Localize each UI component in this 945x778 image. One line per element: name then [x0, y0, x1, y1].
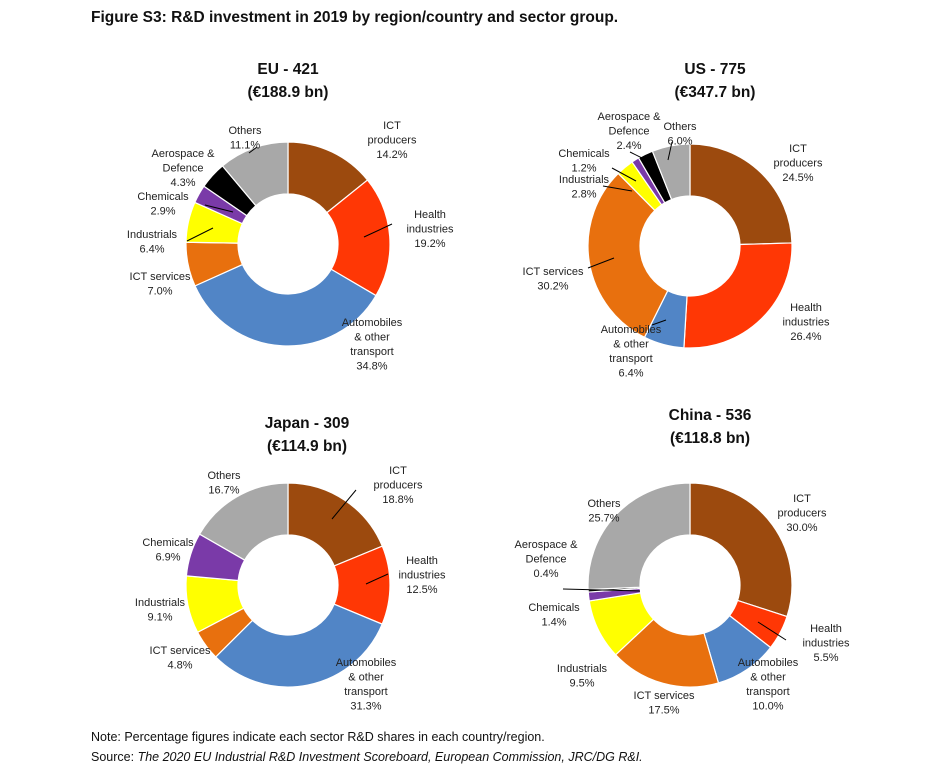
data-label-health-industries: Health industries 19.2% [406, 209, 454, 250]
leader-line [757, 621, 787, 641]
data-label-others: Others 11.1% [228, 125, 262, 152]
data-label-industrials: Industrials 6.4% [127, 229, 178, 256]
leader-line [629, 151, 647, 161]
data-label-industrials: Industrials 9.1% [135, 597, 186, 624]
leader-line [204, 204, 234, 213]
pie-chart-1: EU - 421 (€188.9 bn) ICT producers 14.2% Heal… [127, 61, 454, 373]
source-prefix: Source: [91, 750, 138, 764]
slice-ict-producers [689, 143, 793, 246]
slice-others [651, 143, 691, 201]
pie-chart-2: US - 775 (€347.7 bn) ICT producers 24.5% Heal… [523, 61, 830, 380]
source-text: Source: The 2020 EU Industrial R&D Inves… [91, 750, 643, 764]
note-text: Note: Percentage figures indicate each s… [91, 730, 545, 744]
slice-others [221, 141, 289, 207]
leader-line [562, 588, 641, 592]
data-label-aerospace-and-defence: Aerospace & Defence 2.4% [598, 111, 662, 152]
leader-line [248, 146, 258, 154]
leader-line [365, 573, 389, 585]
data-label-ict-services: ICT services 30.2% [523, 266, 584, 293]
data-label-automobiles-and-other-transport: Automobiles & other transport 10.0% [738, 657, 799, 713]
data-label-health-industries: Health industries 26.4% [782, 302, 830, 343]
data-label-ict-services: ICT services 4.8% [150, 645, 211, 672]
data-label-others: Others 6.0% [663, 121, 697, 148]
leader-line [602, 185, 633, 192]
pie-chart-3: Japan - 309 (€114.9 bn) ICT producers 18.8% H… [135, 415, 446, 713]
data-label-ict-services: ICT services 17.5% [634, 690, 695, 717]
data-label-automobiles-and-other-transport: Automobiles & other transport 31.3% [336, 657, 397, 713]
data-label-health-industries: Health industries 5.5% [802, 623, 850, 664]
leader-line [667, 141, 673, 161]
chart-title-line: (€347.7 bn) [675, 84, 756, 101]
data-label-chemicals: Chemicals 6.9% [142, 537, 194, 564]
leader-line [363, 223, 393, 238]
slice-others [587, 482, 691, 591]
data-label-ict-producers: ICT producers 30.0% [778, 493, 827, 534]
data-label-industrials: Industrials 2.8% [559, 174, 610, 201]
leader-line [331, 489, 357, 520]
chart-title-line: (€114.9 bn) [267, 438, 347, 455]
leader-line [651, 319, 667, 326]
chart-title-line: US - 775 [684, 61, 746, 78]
data-label-automobiles-and-other-transport: Automobiles & other transport 34.8% [342, 317, 403, 373]
data-label-chemicals: Chemicals 1.2% [558, 148, 610, 175]
slice-ict-services [587, 172, 669, 339]
data-label-ict-producers: ICT producers 24.5% [774, 143, 823, 184]
slice-automobiles-and-other-transport [214, 603, 383, 688]
slice-automobiles-and-other-transport [194, 263, 377, 347]
chart-title-line: China - 536 [669, 407, 752, 424]
data-label-ict-producers: ICT producers 18.8% [374, 465, 423, 506]
chart-title-line: EU - 421 [257, 61, 319, 78]
data-label-industrials: Industrials 9.5% [557, 663, 608, 690]
data-label-aerospace-and-defence: Aerospace & Defence 0.4% [515, 539, 579, 580]
leader-line [587, 257, 615, 269]
data-label-others: Others 16.7% [207, 470, 241, 497]
chart-title-line: (€118.8 bn) [670, 430, 750, 447]
slice-health-industries [683, 242, 793, 349]
data-label-ict-producers: ICT producers 14.2% [368, 120, 417, 161]
pie-chart-4: China - 536 (€118.8 bn) ICT producers 30.0% H… [515, 407, 851, 717]
leader-line [186, 227, 214, 242]
slice-others [198, 482, 289, 561]
slice-ict-producers [689, 482, 793, 618]
figure-title: Figure S3: R&D investment in 2019 by reg… [91, 9, 619, 26]
data-label-ict-services: ICT services 7.0% [130, 271, 191, 298]
data-label-automobiles-and-other-transport: Automobiles & other transport 6.4% [601, 324, 662, 380]
data-label-chemicals: Chemicals 1.4% [528, 602, 580, 629]
leader-line [611, 167, 637, 182]
data-label-others: Others 25.7% [587, 498, 621, 525]
data-label-chemicals: Chemicals 2.9% [137, 191, 189, 218]
source-reference: The 2020 EU Industrial R&D Investment Sc… [137, 750, 643, 764]
data-label-aerospace-and-defence: Aerospace & Defence 4.3% [152, 148, 216, 189]
data-label-health-industries: Health industries 12.5% [398, 555, 446, 596]
chart-title-line: Japan - 309 [265, 415, 350, 432]
chart-title-line: (€188.9 bn) [248, 84, 329, 101]
charts-canvas: EU - 421 (€188.9 bn) ICT producers 14.2% Heal… [127, 61, 851, 717]
